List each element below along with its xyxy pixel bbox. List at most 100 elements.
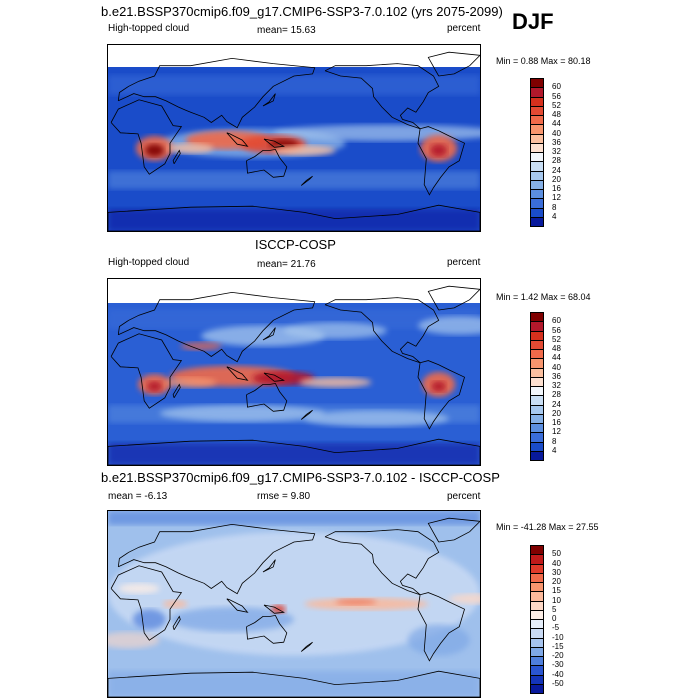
coastline: [172, 383, 181, 399]
coastline: [226, 132, 249, 147]
field-region: [147, 381, 162, 392]
colorbar-tick-label: 20: [552, 577, 561, 586]
panel2-variable-label: High-topped cloud: [108, 257, 190, 268]
coastline: [262, 327, 276, 341]
colorbar-tick-label: 40: [552, 128, 561, 138]
field-region: [167, 143, 214, 154]
colorbar-tick-label: 8: [552, 202, 557, 212]
coastline: [117, 291, 316, 363]
colorbar-tick-label: -10: [552, 632, 564, 642]
coastline: [417, 360, 465, 430]
missing-data-region: [108, 279, 480, 303]
panel3-mean-label: mean = -6.13: [108, 491, 168, 502]
field-region: [252, 370, 315, 386]
colorbar-tick-label: 28: [552, 390, 561, 400]
panel3-title: b.e21.BSSP370cmip6.f09_g17.CMIP6-SSP3-7.…: [101, 470, 500, 485]
coastline: [110, 333, 183, 409]
colorbar-tick-label: 32: [552, 381, 561, 390]
field-region: [430, 144, 447, 157]
coastline: [300, 409, 313, 420]
coastline: [172, 615, 181, 631]
colorbar-tick-label: -30: [552, 660, 564, 670]
colorbar-tick-label: 30: [552, 567, 561, 577]
coastline: [110, 99, 183, 175]
panel3-rmse-label: rmse = 9.80: [257, 491, 311, 502]
colorbar-tick-label: -40: [552, 669, 564, 679]
colorbar-tick-label: -5: [552, 623, 560, 633]
colorbar-tick-label: 52: [552, 334, 561, 344]
coastline: [324, 297, 440, 364]
coastline: [108, 438, 480, 465]
colorbar-tick-label: 50: [552, 549, 561, 559]
panel1-colorbar: 60 56 52 48 44 40 36 32 28 24 20 16 12 8 4: [530, 78, 590, 227]
field-region: [159, 405, 325, 422]
field-band: [108, 75, 480, 95]
coastline: [427, 51, 480, 77]
field-region: [335, 598, 377, 606]
colorbar-tick-label: 15: [552, 586, 561, 596]
colorbar-tick-label: 60: [552, 82, 561, 92]
page-title: b.e21.BSSP370cmip6.f09_g17.CMIP6-SSP3-7.…: [101, 4, 503, 19]
field-region: [273, 145, 336, 156]
colorbar-tick-label: 16: [552, 184, 561, 193]
field-region: [145, 144, 164, 157]
coastline: [108, 204, 480, 231]
panel3-units-label: percent: [447, 491, 481, 502]
coastline: [117, 523, 316, 595]
colorbar-tick-label: 44: [552, 119, 561, 129]
coastline: [246, 614, 288, 644]
colorbar-tick-label: 28: [552, 156, 561, 166]
colorbar-tick-label: 60: [552, 316, 561, 326]
colorbar-tick-label: 36: [552, 371, 561, 381]
field-band: [108, 171, 480, 189]
colorbar-tick-label: 20: [552, 408, 561, 418]
colorbar-tick-label: 12: [552, 193, 561, 203]
colorbar-tick-label: 24: [552, 165, 561, 175]
panel1-variable-label: High-topped cloud: [108, 23, 190, 34]
panel3-minmax-label: Min = -41.28 Max = 27.55: [496, 522, 599, 532]
coastline: [262, 559, 276, 573]
panel2-map: [107, 278, 481, 466]
field-region: [132, 609, 166, 630]
panel2-units-label: percent: [447, 257, 481, 268]
coastline: [427, 517, 480, 543]
field-region: [180, 342, 222, 351]
colorbar-tick-label: 40: [552, 558, 561, 568]
coastline: [427, 285, 480, 311]
colorbar-tick-label: 48: [552, 110, 561, 119]
colorbar-tick-label: 40: [552, 362, 561, 372]
colorbar-tick-label: 4: [552, 211, 557, 221]
coastline: [226, 598, 249, 613]
colorbar-swatch: [530, 683, 544, 694]
map-canvas: [108, 511, 480, 697]
colorbar-tick-label: 52: [552, 100, 561, 110]
coastline: [246, 382, 288, 412]
panel2-title: ISCCP-COSP: [255, 237, 336, 252]
field-region: [299, 377, 372, 388]
panel2-colorbar: 60 56 52 48 44 40 36 32 28 24 20 16 12 8 4: [530, 312, 590, 461]
field-band: [108, 309, 480, 329]
colorbar-tick-label: 56: [552, 325, 561, 335]
coastline: [110, 565, 183, 641]
coastline: [263, 604, 285, 614]
field-region: [164, 377, 217, 388]
field-region: [407, 624, 470, 656]
panel1-units-label: percent: [447, 23, 481, 34]
colorbar-tick-label: 4: [552, 445, 557, 455]
colorbar-tick-label: 10: [552, 595, 561, 605]
field-band: [108, 671, 480, 697]
colorbar-tick-label: 0: [552, 614, 557, 623]
colorbar-tick-label: -15: [552, 641, 564, 651]
field-region: [273, 124, 480, 142]
colorbar-swatch: [530, 450, 544, 461]
field-region: [431, 381, 446, 392]
coastline: [117, 57, 316, 129]
coastline: [324, 63, 440, 130]
colorbar-swatch: [530, 216, 544, 227]
colorbar-tick-label: 12: [552, 427, 561, 437]
panel2-minmax-label: Min = 1.42 Max = 68.04: [496, 292, 591, 302]
season-label: DJF: [512, 9, 554, 34]
coastline: [263, 372, 285, 382]
colorbar-tick-label: 44: [552, 353, 561, 363]
colorbar-tick-label: 5: [552, 604, 557, 614]
